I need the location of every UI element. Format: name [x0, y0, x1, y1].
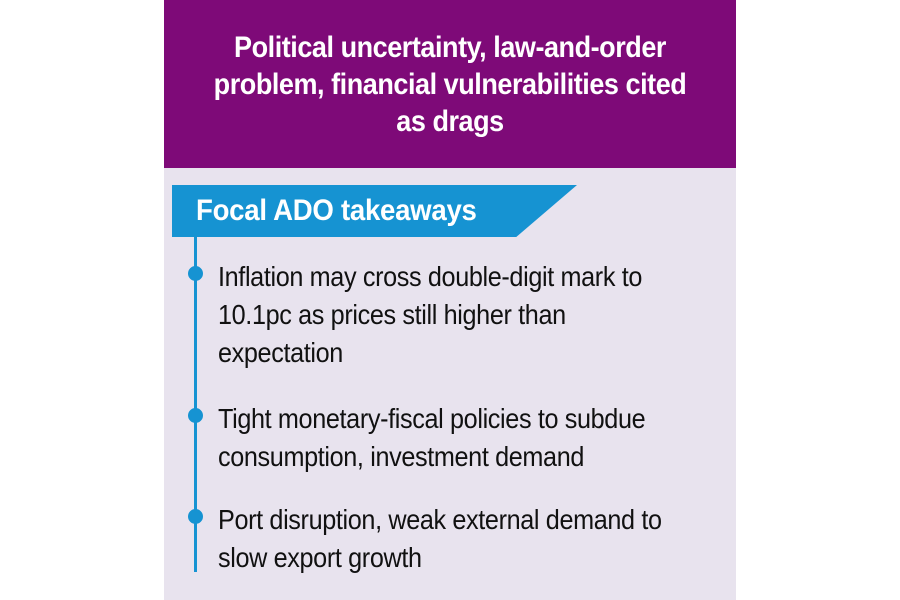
- infographic-card: Political uncertainty, law-and-order pro…: [164, 0, 736, 600]
- headline-panel: Political uncertainty, law-and-order pro…: [164, 0, 736, 168]
- bullet-icon: [188, 408, 203, 423]
- section-title: Focal ADO takeaways: [196, 194, 477, 227]
- takeaway-item-policies: Tight monetary-fiscal policies to subdue…: [218, 403, 646, 472]
- timeline-line: [194, 237, 197, 572]
- takeaway-item-exports: Port disruption, weak external demand to…: [218, 504, 662, 573]
- section-banner: Focal ADO takeaways: [172, 185, 577, 237]
- headline: Political uncertainty, law-and-order pro…: [213, 30, 687, 138]
- bullet-icon: [188, 266, 203, 281]
- takeaway-item-inflation: Inflation may cross double-digit mark to…: [218, 261, 642, 368]
- bullet-icon: [188, 509, 203, 524]
